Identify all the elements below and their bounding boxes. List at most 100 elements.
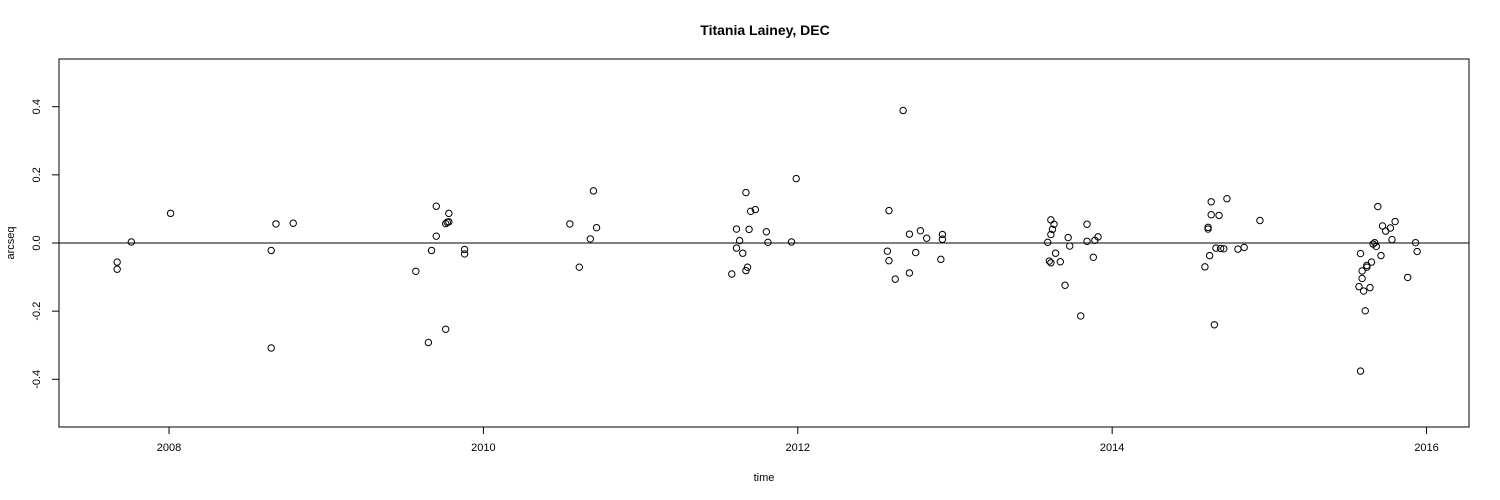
data-point xyxy=(1207,198,1215,206)
data-point xyxy=(938,230,947,239)
y-tick-label: 0.4 xyxy=(31,99,43,114)
data-point xyxy=(1064,233,1072,242)
data-point xyxy=(1370,238,1379,247)
data-point xyxy=(1374,202,1382,211)
data-point xyxy=(1066,242,1074,250)
data-point xyxy=(764,238,772,247)
data-point xyxy=(1083,237,1091,245)
data-point xyxy=(432,202,440,210)
data-point xyxy=(891,275,899,283)
data-point xyxy=(589,187,598,195)
data-point xyxy=(905,230,914,238)
x-axis: 2008 2010 2012 2014 2016 xyxy=(157,427,1439,454)
data-point xyxy=(916,227,925,235)
data-point xyxy=(113,258,121,266)
data-point xyxy=(1381,227,1390,235)
data-point xyxy=(289,219,297,227)
data-point xyxy=(1047,216,1055,224)
data-point xyxy=(1234,245,1242,253)
data-point xyxy=(1210,321,1219,329)
data-point xyxy=(427,246,436,255)
x-tick-label: 2016 xyxy=(1414,442,1438,454)
data-point xyxy=(1089,253,1098,262)
data-point xyxy=(1047,230,1055,239)
data-point xyxy=(1413,247,1421,256)
data-point xyxy=(586,235,595,243)
data-point xyxy=(267,246,275,255)
data-point xyxy=(1045,257,1054,265)
y-axis: -0.4 -0.2 0.0 0.2 0.4 xyxy=(31,99,59,389)
data-point xyxy=(1386,224,1395,232)
data-point xyxy=(735,236,744,245)
x-tick-label: 2010 xyxy=(471,442,495,454)
data-point xyxy=(460,245,469,254)
chart-title: Titania Lainey, DEC xyxy=(700,22,829,38)
data-points xyxy=(113,106,1421,375)
data-point xyxy=(445,218,453,226)
y-tick-label: -0.2 xyxy=(31,302,43,321)
data-point xyxy=(166,209,175,218)
data-point xyxy=(1372,242,1380,251)
data-point xyxy=(1358,274,1366,283)
data-point xyxy=(751,205,760,214)
data-point xyxy=(1358,267,1366,275)
data-point xyxy=(267,344,275,352)
data-point xyxy=(937,255,945,264)
data-point xyxy=(728,270,736,278)
data-point xyxy=(1391,217,1399,226)
data-point xyxy=(1047,259,1055,267)
y-tick-label: 0.2 xyxy=(31,167,43,182)
data-point xyxy=(1256,216,1264,225)
data-point xyxy=(424,338,433,347)
data-point xyxy=(1050,220,1058,228)
data-point xyxy=(113,265,121,273)
data-point xyxy=(1359,287,1368,295)
data-point xyxy=(1201,263,1209,271)
data-point xyxy=(1083,220,1091,228)
data-point xyxy=(441,325,450,333)
data-point xyxy=(127,238,136,246)
data-point xyxy=(1220,245,1228,253)
x-tick-label: 2012 xyxy=(786,442,810,454)
y-tick-label: 0.0 xyxy=(31,235,43,250)
x-tick-label: 2014 xyxy=(1100,442,1124,454)
data-point xyxy=(732,244,741,252)
data-point xyxy=(1366,283,1374,292)
data-point xyxy=(742,188,750,197)
data-point xyxy=(1223,195,1231,203)
data-point xyxy=(1361,307,1369,315)
data-point xyxy=(1056,258,1065,266)
data-point xyxy=(1403,273,1412,282)
data-point xyxy=(743,263,752,271)
data-point xyxy=(1061,281,1069,289)
data-point xyxy=(1048,225,1057,234)
data-point xyxy=(1411,238,1420,247)
data-point xyxy=(1044,238,1052,247)
data-point xyxy=(432,232,440,240)
data-point xyxy=(575,263,584,271)
data-point xyxy=(566,220,574,228)
data-point xyxy=(746,207,755,216)
data-point xyxy=(592,223,601,232)
data-point xyxy=(792,174,800,183)
data-point xyxy=(445,209,453,218)
data-point xyxy=(1363,261,1371,270)
data-point xyxy=(1204,223,1212,232)
data-point xyxy=(1216,244,1225,253)
data-point xyxy=(1388,235,1396,244)
data-point xyxy=(885,206,893,215)
data-point xyxy=(787,238,796,246)
data-point xyxy=(1377,251,1385,260)
data-point xyxy=(1355,282,1363,291)
data-point xyxy=(883,247,892,255)
data-point xyxy=(1094,233,1102,241)
data-point xyxy=(1051,249,1060,257)
data-point xyxy=(272,220,280,228)
data-point xyxy=(905,269,914,277)
x-tick-label: 2008 xyxy=(157,442,181,454)
data-point xyxy=(1240,243,1248,252)
y-tick-label: -0.4 xyxy=(31,370,43,389)
x-axis-label: time xyxy=(754,472,775,484)
data-point xyxy=(899,106,907,115)
